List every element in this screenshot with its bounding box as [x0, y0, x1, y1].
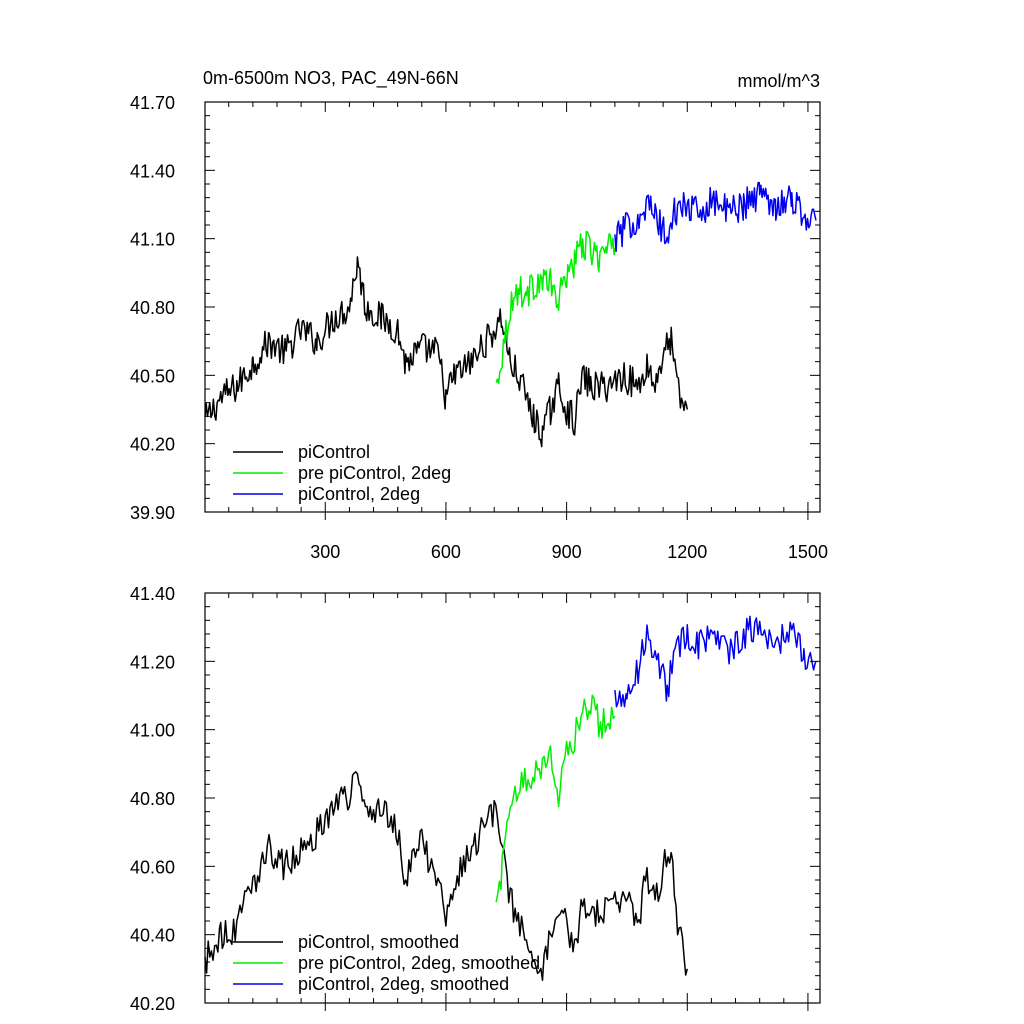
y-tick-label: 40.80	[130, 298, 175, 318]
top-chart-panel: 0m-6500m NO3, PAC_49N-66N mmol/m^3 39.90…	[130, 68, 828, 562]
y-tick-label: 40.40	[130, 926, 175, 946]
y-tick-label: 41.40	[130, 161, 175, 181]
legend-label: piControl, 2deg	[298, 484, 420, 504]
x-tick-label: 900	[552, 542, 582, 562]
series-line-picontrol-2deg	[614, 181, 817, 253]
series-line-picontrol-smoothed	[204, 771, 689, 981]
chart-title: 0m-6500m NO3, PAC_49N-66N	[203, 68, 459, 89]
y-tick-label: 41.40	[130, 584, 175, 604]
y-tick-label: 41.10	[130, 230, 175, 250]
bottom-chart-panel: 40.20 40.40 40.60 40.80 41.00 41.20 41.40 piCo…	[130, 584, 821, 1014]
series-line-picontrol-2deg-smoothed	[614, 615, 817, 708]
legend-label: piControl	[298, 442, 370, 462]
y-tick-label: 40.80	[130, 789, 175, 809]
chart-units-label: mmol/m^3	[738, 71, 820, 91]
y-tick-label: 40.20	[130, 435, 175, 455]
y-tick-label: 40.20	[130, 994, 175, 1014]
legend-label: piControl, 2deg, smoothed	[298, 974, 509, 994]
x-tick-label: 600	[431, 542, 461, 562]
y-tick-label: 40.50	[130, 366, 175, 386]
series-line-pre-picontrol-2deg-smoothed	[495, 694, 616, 903]
legend-label: pre piControl, 2deg, smoothed	[298, 953, 540, 973]
series-line-picontrol	[204, 256, 689, 448]
legend-label: piControl, smoothed	[298, 932, 459, 952]
y-tick-label: 40.60	[130, 857, 175, 877]
y-tick-label: 41.00	[130, 721, 175, 741]
legend-label: pre piControl, 2deg	[298, 463, 451, 483]
x-tick-label: 300	[310, 542, 340, 562]
x-tick-label: 1500	[788, 542, 828, 562]
y-tick-label: 41.70	[130, 93, 175, 113]
series-line-pre-picontrol-2deg	[495, 230, 616, 385]
y-tick-label: 41.20	[130, 652, 175, 672]
x-tick-label: 1200	[667, 542, 707, 562]
y-tick-label: 39.90	[130, 503, 175, 523]
